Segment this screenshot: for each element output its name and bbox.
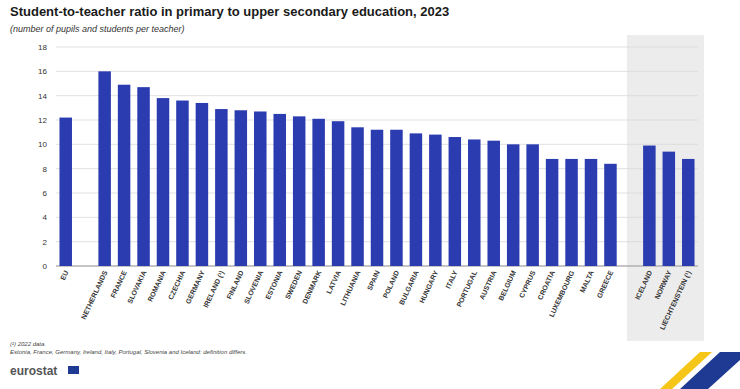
chart: Student-to-teacher ratio in primary to u…	[0, 0, 740, 389]
bar	[351, 127, 364, 266]
bar	[526, 144, 539, 266]
y-tick-label: 14	[38, 92, 47, 101]
x-tick-label: CZECHIA	[167, 269, 186, 300]
bar	[235, 110, 248, 266]
x-tick-label: POLAND	[382, 269, 401, 299]
bar	[98, 71, 111, 266]
y-tick-label: 2	[43, 238, 48, 247]
x-tick-label: SPAIN	[366, 269, 381, 291]
bar	[312, 119, 325, 266]
grid-line	[56, 47, 698, 48]
x-tick-label: HUNGARY	[418, 269, 439, 304]
bar	[293, 116, 306, 266]
decor-stripe	[680, 352, 740, 389]
background	[0, 0, 740, 389]
bar	[254, 111, 266, 266]
bar	[137, 87, 150, 266]
bar	[663, 152, 676, 266]
y-tick-label: 0	[43, 262, 48, 271]
bar	[565, 159, 578, 266]
bar	[604, 164, 617, 266]
x-tick-label: BELGIUM	[497, 269, 517, 301]
x-tick-label: ICELAND	[634, 269, 653, 300]
bar	[390, 130, 403, 266]
bar	[585, 159, 598, 266]
x-tick-label: NORWAY	[653, 269, 672, 300]
x-tick-label: ROMANIA	[146, 269, 166, 302]
x-tick-label: ESTONIA	[264, 269, 283, 300]
x-tick-label: BULGARIA	[398, 269, 420, 305]
bar	[59, 118, 72, 266]
x-tick-label: LATVIA	[325, 269, 342, 294]
x-tick-label: FINLAND	[225, 269, 244, 300]
y-tick-label: 12	[38, 116, 47, 125]
subtitle: (number of pupils and students per teach…	[10, 24, 185, 34]
shaded-region	[627, 35, 704, 341]
bar	[643, 146, 656, 266]
bar	[371, 130, 384, 266]
x-tick-label: AUSTRIA	[478, 269, 497, 300]
bar	[176, 101, 189, 266]
bar	[157, 98, 170, 266]
x-tick-label: LITHUANIA	[339, 269, 361, 306]
x-tick-label: CYPRUS	[518, 269, 537, 299]
x-tick-label: GREECE	[596, 269, 615, 299]
footnote: (¹) 2022 data.	[10, 341, 46, 347]
grid-line	[56, 120, 698, 121]
x-tick-label: PORTUGAL	[455, 269, 478, 308]
source-logo: eurostat	[10, 364, 57, 378]
title: Student-to-teacher ratio in primary to u…	[10, 4, 449, 19]
x-tick-label: LUXEMBOURG	[548, 269, 576, 318]
x-tick-label: MALTA	[579, 269, 595, 293]
x-tick-label: IRELAND (¹)	[202, 269, 226, 309]
bar	[118, 85, 131, 266]
bars	[59, 71, 694, 266]
bar	[487, 141, 500, 266]
x-tick-label: CROATIA	[536, 269, 556, 300]
x-tick-label: SLOVAKIA	[126, 269, 147, 304]
x-tick-label: LIECHTENSTEIN (¹)	[659, 269, 694, 331]
x-tick-label: SWEDEN	[284, 269, 303, 300]
grid-line	[56, 71, 698, 72]
logo-flag	[68, 366, 79, 374]
x-tick-label: EU	[59, 269, 69, 281]
grid-line	[56, 95, 698, 96]
bar	[215, 109, 228, 266]
bar	[449, 137, 462, 266]
bar	[332, 121, 345, 266]
bar	[429, 135, 442, 266]
y-tick-label: 16	[38, 67, 47, 76]
x-tick-label: FRANCE	[109, 269, 128, 299]
x-tick-label: DENMARK	[301, 269, 322, 304]
x-tick-label: GERMANY	[184, 269, 206, 305]
bar	[410, 133, 423, 266]
bar	[468, 139, 481, 266]
y-tick-label: 8	[43, 165, 48, 174]
x-tick-label: NETHERLANDS	[80, 269, 109, 320]
y-tick-label: 6	[43, 189, 48, 198]
x-tick-label: SLOVENIA	[243, 269, 264, 304]
bar	[507, 144, 520, 266]
bar	[546, 159, 559, 266]
bar	[196, 103, 209, 266]
y-tick-label: 10	[38, 140, 47, 149]
y-tick-label: 18	[38, 43, 47, 52]
x-tick-label: ITALY	[444, 269, 459, 290]
y-axis	[56, 47, 57, 266]
footnote: Estonia, France, Germany, Ireland, Italy…	[10, 349, 247, 355]
bar	[273, 114, 286, 266]
bar	[682, 159, 695, 266]
y-tick-label: 4	[43, 213, 48, 222]
